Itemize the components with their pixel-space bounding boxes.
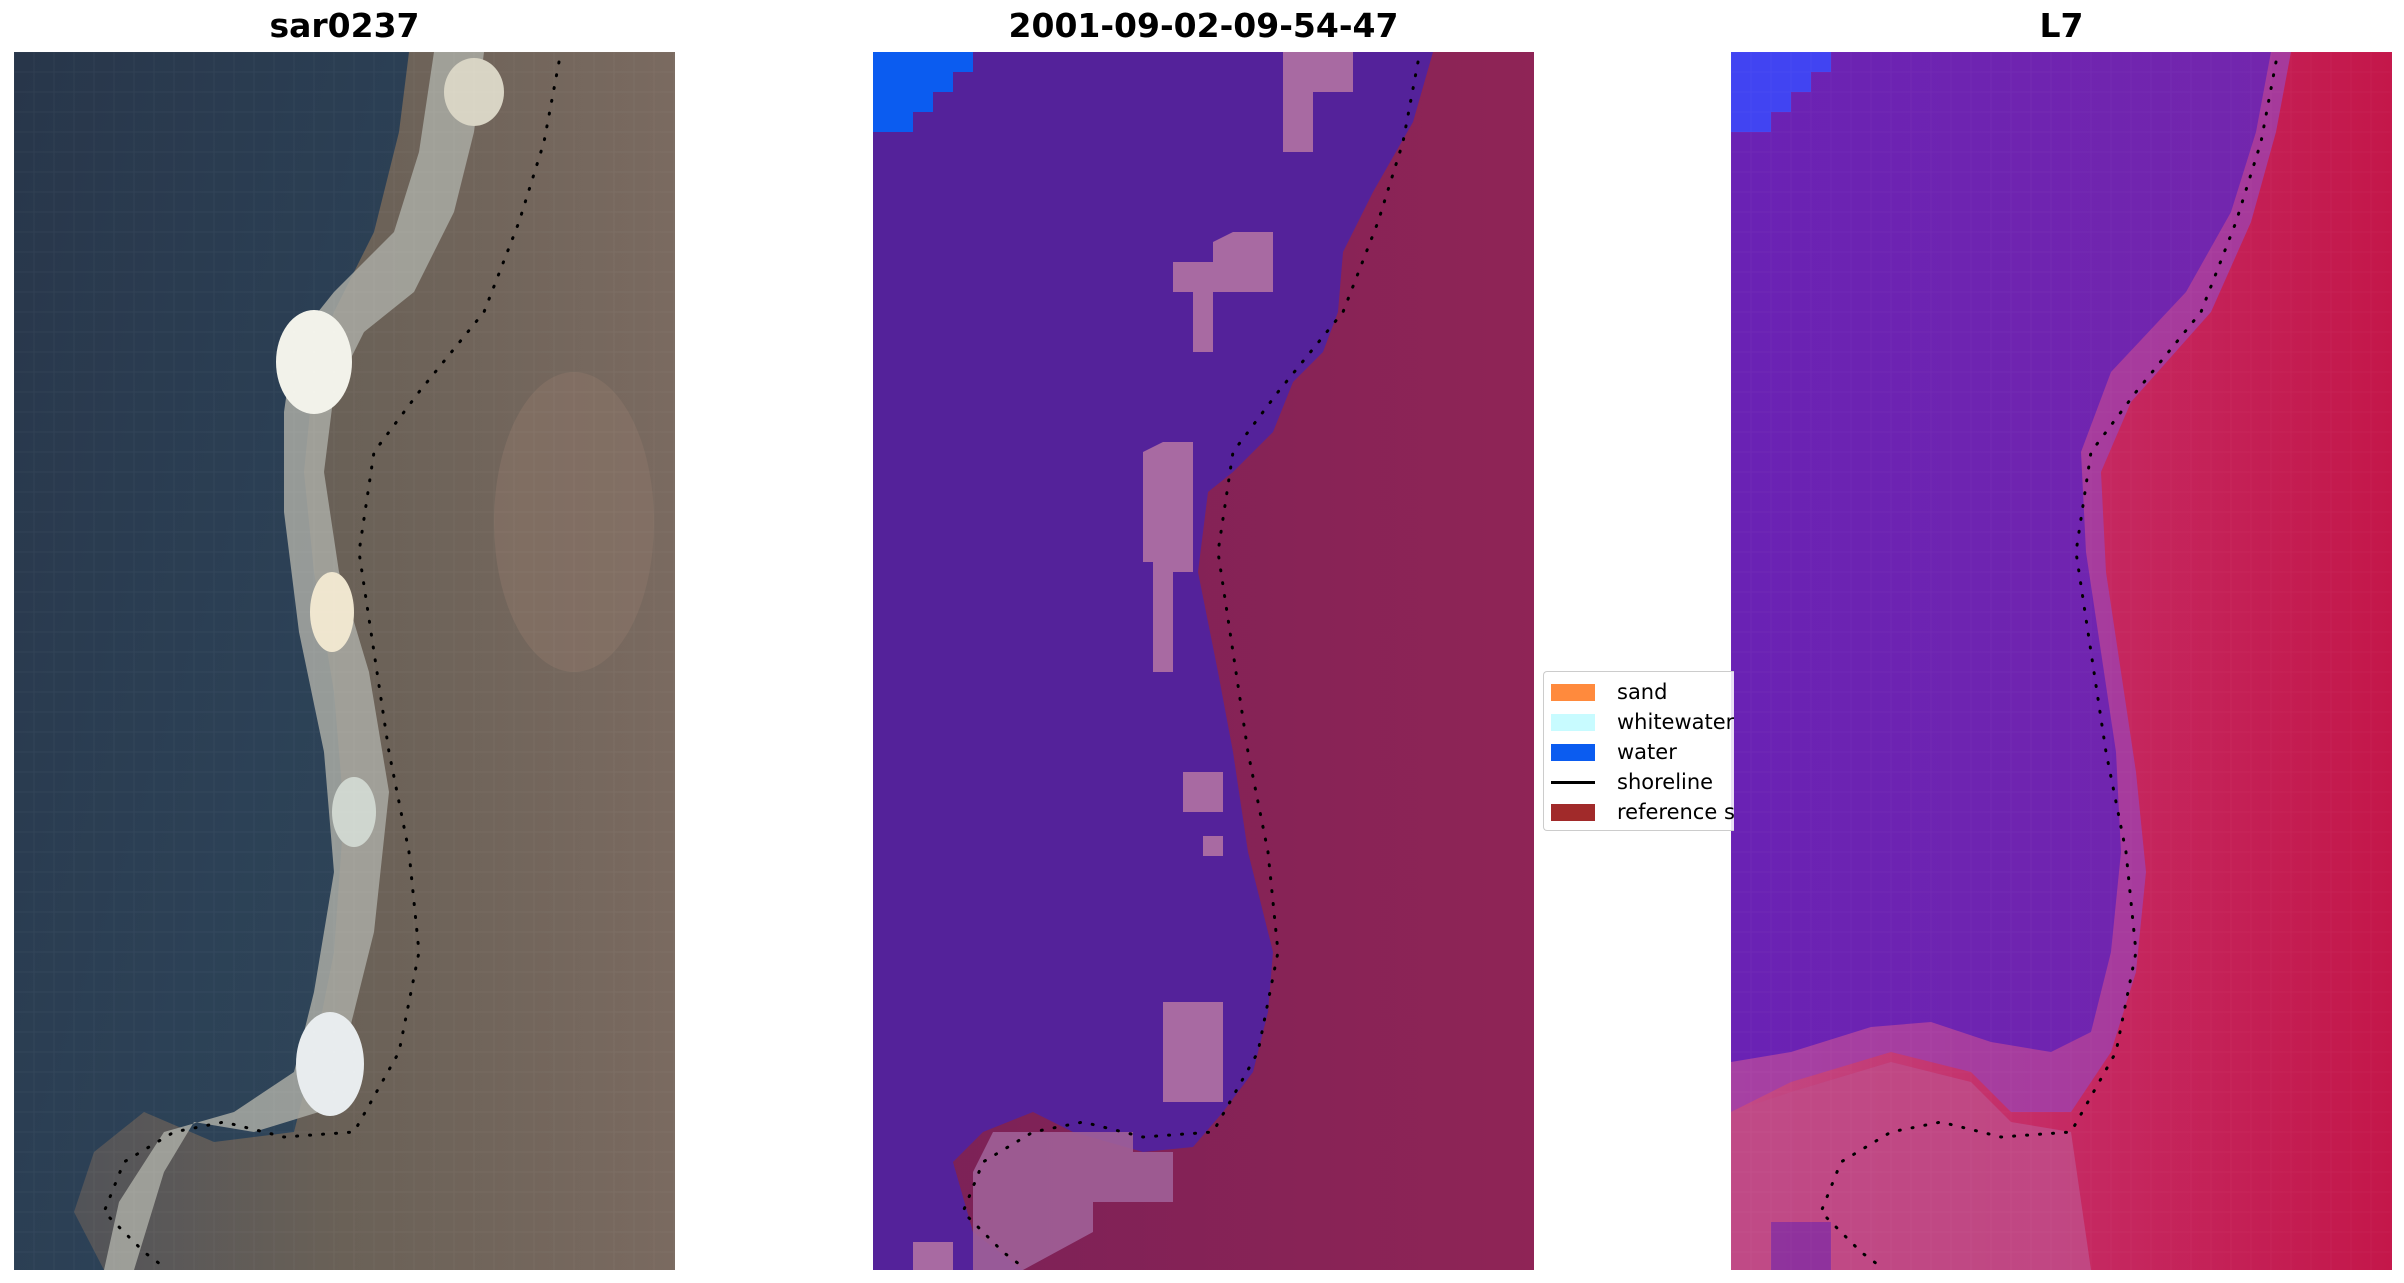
legend-label-water: water (1617, 740, 1677, 764)
legend-item-reference-sl: reference sl (1551, 799, 1734, 825)
legend-item-sand: sand (1551, 679, 1667, 705)
legend-item-shoreline: shoreline (1551, 769, 1713, 795)
legend-label-shoreline: shoreline (1617, 770, 1714, 794)
legend-label-reference-sl: reference sl (1617, 800, 1734, 824)
legend: sand whitewater water shoreline referenc… (1543, 671, 1734, 831)
panel-title-date: 2001-09-02-09-54-47 (1008, 6, 1399, 45)
legend-swatch-reference-sl (1551, 803, 1595, 821)
panel-title-rgb: sar0237 (269, 6, 420, 45)
legend-line-shoreline (1551, 780, 1595, 784)
panel-title-l7: L7 (2039, 6, 2084, 45)
classification-image (873, 52, 1534, 1270)
legend-item-water: water (1551, 739, 1677, 765)
rgb-image (14, 52, 675, 1270)
legend-swatch-whitewater (1551, 713, 1595, 731)
legend-item-whitewater: whitewater (1551, 709, 1734, 735)
index-panel: L7 (1731, 0, 2392, 1283)
legend-swatch-sand (1551, 683, 1595, 701)
index-image (1731, 52, 2392, 1270)
legend-label-sand: sand (1617, 680, 1668, 704)
classification-panel: 2001-09-02-09-54-47 (873, 0, 1534, 1283)
legend-swatch-water (1551, 743, 1595, 761)
rgb-panel: sar0237 (14, 0, 675, 1283)
legend-label-whitewater: whitewater (1617, 710, 1734, 734)
